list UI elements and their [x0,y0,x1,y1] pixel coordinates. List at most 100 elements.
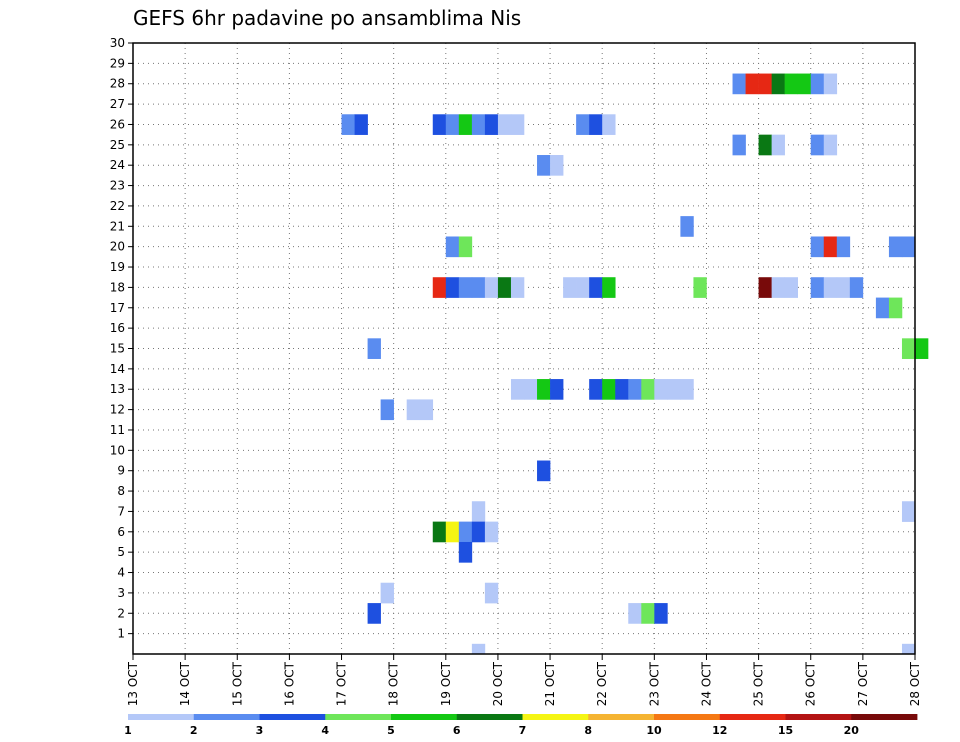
y-tick-label: 2 [117,606,125,620]
data-cell [458,277,473,298]
legend-label: 7 [519,724,527,737]
data-cell [823,236,838,258]
data-cell [654,603,668,624]
y-tick-label: 26 [110,117,125,131]
y-tick-label: 16 [110,321,125,335]
data-cell [758,134,772,156]
data-cell [367,603,381,624]
data-cell [354,114,368,135]
data-cell [458,521,473,543]
data-cell [445,521,460,543]
x-tick-label: 17 OCT [335,661,349,706]
legend-label: 1 [124,724,132,737]
data-cell [654,379,668,400]
data-cell [589,114,603,135]
legend-label: 5 [387,724,395,737]
x-tick-label: 23 OCT [647,661,661,706]
x-tick-label: 13 OCT [126,661,140,706]
y-tick-label: 1 [117,627,125,641]
data-cell [810,277,825,298]
data-cells [341,73,929,655]
y-tick-label: 22 [110,199,125,213]
data-cell [745,73,759,95]
data-cell [432,521,447,543]
data-cell [380,399,394,421]
data-cell [758,277,772,298]
data-cell [576,277,590,298]
legend-swatch [128,714,195,720]
data-cell [628,379,642,400]
data-cell [836,277,851,298]
y-tick-label: 3 [117,586,125,600]
data-cell [497,114,512,135]
data-cell [537,460,551,482]
legend-swatch [851,714,918,720]
data-cell [823,277,838,298]
y-tick-label: 6 [117,525,125,539]
data-cell [510,277,525,298]
data-cell [602,277,616,298]
x-tick-label: 28 OCT [908,661,922,706]
y-tick-label: 12 [110,403,125,417]
x-axis-ticks: 13 OCT 14 OCT 15 OCT 16 OCT 17 OCT 18 OCT 19 O… [126,654,922,706]
y-tick-label: 15 [110,342,125,356]
y-tick-label: 29 [110,56,125,70]
legend-label: 8 [584,724,592,737]
x-tick-label: 20 OCT [491,661,505,706]
data-cell [641,603,655,624]
data-cell [771,73,785,95]
x-tick-label: 25 OCT [752,661,766,706]
legend-label: 4 [321,724,329,737]
data-cell [550,155,564,176]
y-tick-label: 24 [110,158,125,172]
data-cell [797,73,812,95]
x-tick-label: 24 OCT [699,661,713,706]
data-cell [445,114,460,135]
x-tick-label: 27 OCT [856,661,870,706]
data-cell [875,297,890,319]
data-cell [915,338,929,359]
data-cell [732,134,746,156]
data-cell [901,643,916,655]
data-cell [693,277,707,298]
color-legend: 1 2 3 4 5 6 7 8 10 12 15 20 [124,714,918,737]
data-cell [367,338,381,359]
y-tick-label: 21 [110,219,125,233]
y-tick-label: 23 [110,179,125,193]
data-cell [784,277,798,298]
data-cell [432,114,447,135]
data-cell [901,338,916,359]
data-cell [615,379,629,400]
data-cell [771,134,785,156]
data-cell [471,643,486,655]
legend-swatch [391,714,458,720]
y-tick-label: 25 [110,138,125,152]
y-tick-label: 8 [117,484,125,498]
data-cell [810,236,825,258]
data-cell [341,114,355,135]
legend-swatch [259,714,326,720]
data-cell [380,582,394,604]
data-cell [732,73,746,95]
y-tick-label: 10 [110,443,125,457]
x-tick-label: 19 OCT [439,661,453,706]
plot-frame [132,42,916,655]
y-tick-label: 28 [110,77,125,91]
data-cell [563,277,577,298]
y-tick-label: 20 [110,240,125,254]
data-cell [537,379,551,400]
x-tick-label: 14 OCT [178,661,192,706]
data-cell [810,134,825,156]
y-tick-label: 4 [117,566,125,580]
data-cell [888,236,903,258]
y-tick-label: 9 [117,464,125,478]
data-cell [445,236,460,258]
legend-swatch [193,714,260,720]
data-cell [510,114,525,135]
data-cell [628,603,642,624]
data-cell [758,73,772,95]
data-cell [576,114,590,135]
legend-label: 6 [453,724,461,737]
legend-swatch [325,714,392,720]
data-cell [510,379,525,400]
